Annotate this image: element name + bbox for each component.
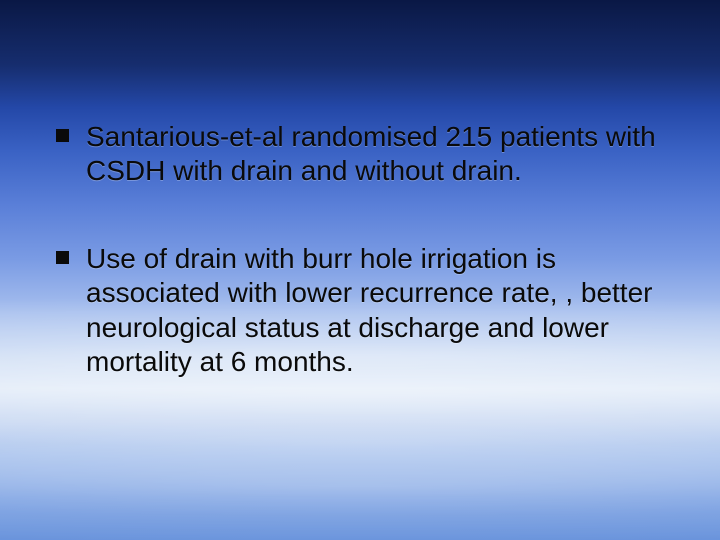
list-item: Santarious-et-al randomised 215 patients…	[54, 120, 680, 188]
list-item: Use of drain with burr hole irrigation i…	[54, 242, 680, 379]
slide-body: Santarious-et-al randomised 215 patients…	[54, 120, 680, 379]
slide: Santarious-et-al randomised 215 patients…	[0, 0, 720, 540]
bullet-text: Use of drain with burr hole irrigation i…	[86, 243, 652, 376]
bullet-text: Santarious-et-al randomised 215 patients…	[86, 121, 656, 186]
bullet-list: Santarious-et-al randomised 215 patients…	[54, 120, 680, 379]
